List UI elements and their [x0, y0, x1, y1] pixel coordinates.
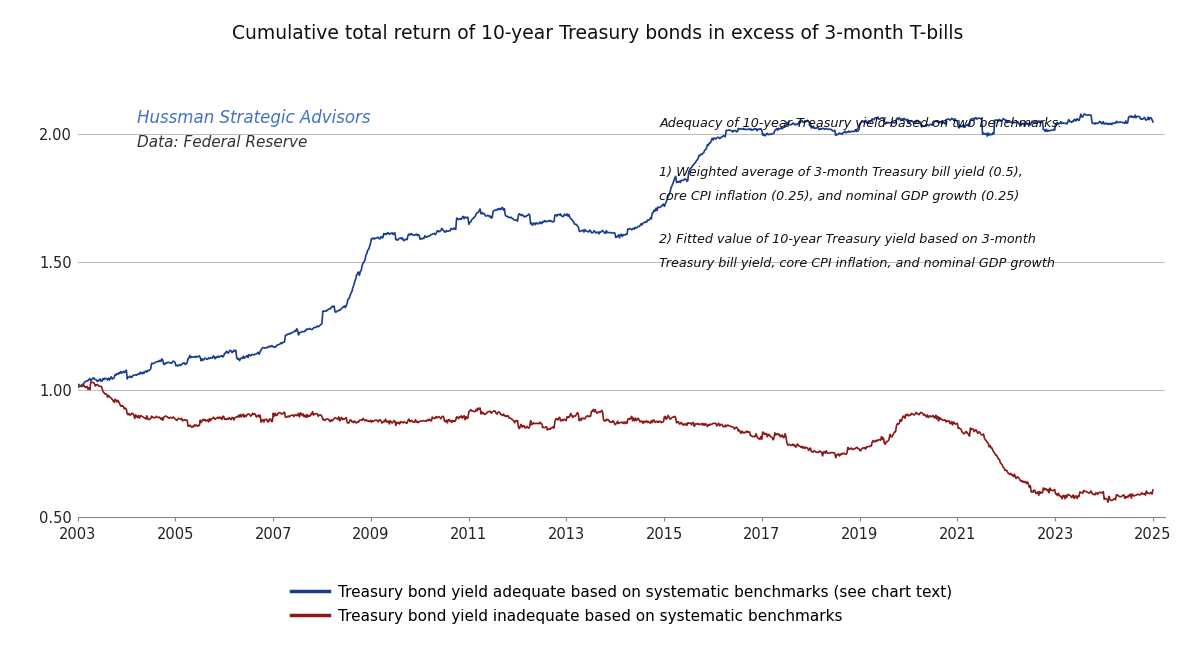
Text: 2) Fitted value of 10-year Treasury yield based on 3-month: 2) Fitted value of 10-year Treasury yiel…: [660, 233, 1036, 246]
Text: Adequacy of 10-year Treasury yield based on two benchmarks:: Adequacy of 10-year Treasury yield based…: [660, 118, 1062, 130]
Text: Cumulative total return of 10-year Treasury bonds in excess of 3-month T-bills: Cumulative total return of 10-year Treas…: [232, 24, 963, 42]
Text: Treasury bill yield, core CPI inflation, and nominal GDP growth: Treasury bill yield, core CPI inflation,…: [660, 257, 1055, 270]
Text: core CPI inflation (0.25), and nominal GDP growth (0.25): core CPI inflation (0.25), and nominal G…: [660, 190, 1019, 204]
Text: 1) Weighted average of 3-month Treasury bill yield (0.5),: 1) Weighted average of 3-month Treasury …: [660, 166, 1023, 179]
Legend: Treasury bond yield adequate based on systematic benchmarks (see chart text), Tr: Treasury bond yield adequate based on sy…: [290, 585, 952, 624]
Text: Hussman Strategic Advisors: Hussman Strategic Advisors: [137, 109, 370, 126]
Text: Data: Federal Reserve: Data: Federal Reserve: [137, 135, 308, 151]
